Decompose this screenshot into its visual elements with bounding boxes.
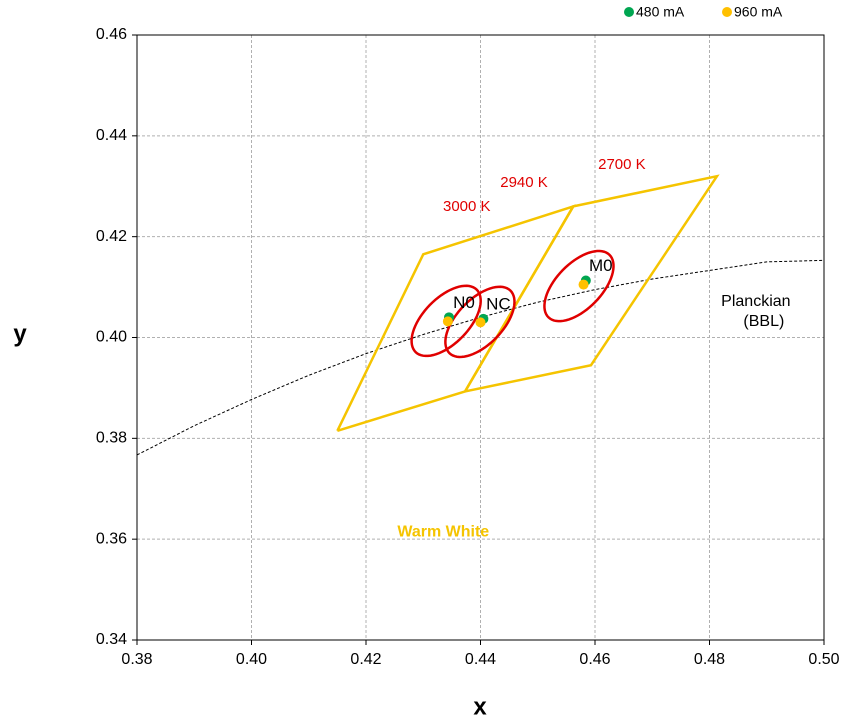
plot-frame [136,34,825,641]
y-tick-label: 0.34 [96,631,127,648]
annotation: 2940 K [500,174,548,191]
legend-label: 960 mA [734,4,783,20]
x-tick-label: 0.46 [579,651,610,668]
planckian-label: Planckian [721,293,790,310]
legend-marker [624,7,634,17]
data-point [442,316,453,327]
macadam-ellipse [444,285,516,359]
point-label: N0 [453,293,475,312]
macadam-ellipse [410,284,482,358]
y-axis-label: y [13,320,27,347]
y-tick-label: 0.40 [96,329,127,346]
annotation: Warm White [397,523,489,540]
point-label: M0 [589,256,613,275]
bin-region [463,174,720,393]
x-tick-label: 0.42 [350,651,381,668]
annotation: 2700 K [598,156,646,173]
y-tick-label: 0.46 [96,26,127,43]
legend-label: 480 mA [636,4,685,20]
x-tick-label: 0.48 [694,651,725,668]
y-tick-label: 0.38 [96,430,127,447]
planckian-label: (BBL) [743,313,784,330]
x-tick-label: 0.44 [465,651,496,668]
point-label: NC [486,294,511,313]
x-tick-label: 0.50 [808,651,839,668]
legend-marker [722,7,732,17]
data-point [475,317,486,328]
annotation: 3000 K [443,198,491,215]
macadam-ellipse [543,249,615,323]
y-tick-label: 0.44 [96,127,127,144]
y-tick-label: 0.42 [96,228,127,245]
x-axis-label: x [473,693,487,720]
x-tick-label: 0.40 [236,651,267,668]
data-point [578,279,589,290]
y-tick-label: 0.36 [96,530,127,547]
x-tick-label: 0.38 [121,651,152,668]
